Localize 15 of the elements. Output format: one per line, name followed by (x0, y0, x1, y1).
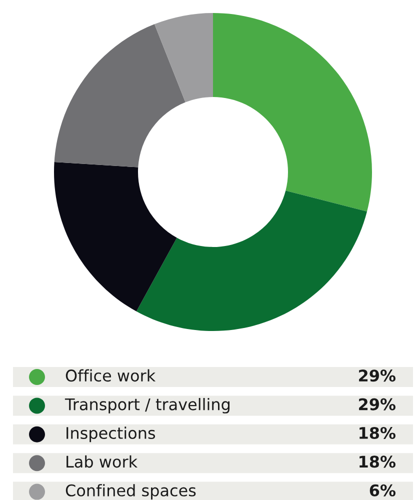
data-label: 6% (370, 484, 396, 496)
donut-slice (213, 13, 372, 212)
legend-label: Confined spaces (66, 484, 196, 500)
donut-slice (154, 13, 213, 102)
data-label: 29% (359, 398, 396, 410)
data-label: 29% (359, 370, 396, 382)
donut-slice (54, 24, 186, 168)
donut-slice (136, 190, 368, 331)
legend-label: Transport / travelling (64, 398, 230, 414)
legend-label: Inspections (66, 426, 156, 442)
legend-label: Lab work (66, 455, 138, 468)
data-label: 18% (360, 456, 396, 468)
legend-label: Office work (66, 369, 156, 382)
donut-slice (54, 162, 177, 312)
data-label: 18% (360, 426, 396, 440)
